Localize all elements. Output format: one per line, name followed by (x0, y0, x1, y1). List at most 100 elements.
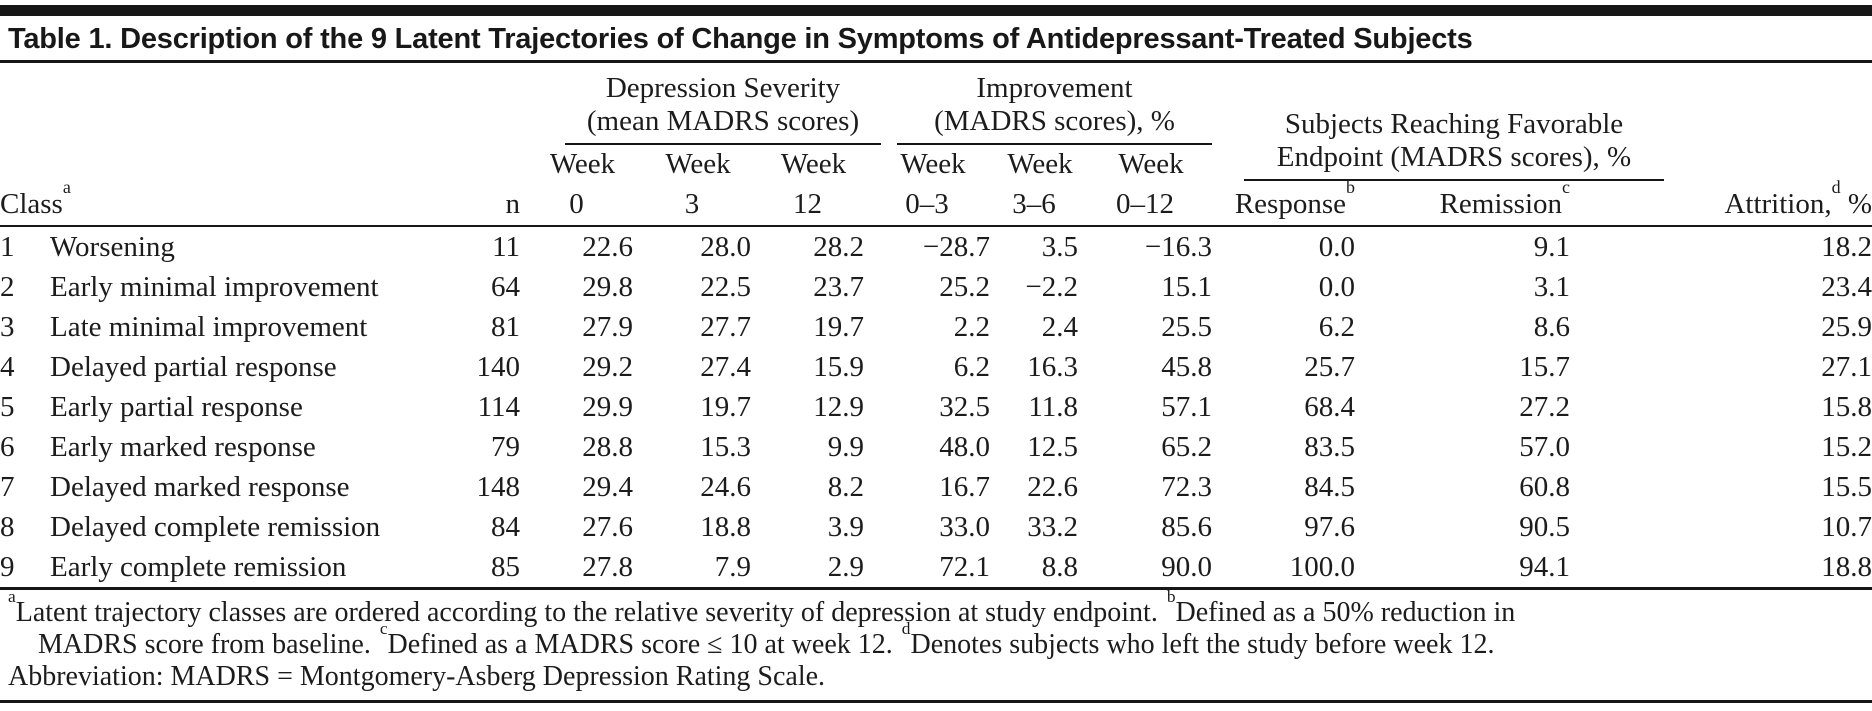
cell-value: 84 (491, 511, 520, 543)
row-class-number: 7 (0, 471, 15, 503)
footnote-marker-c: c (379, 618, 388, 638)
cell-value: 2.4 (1041, 311, 1078, 343)
cell-value: 25.2 (939, 271, 990, 303)
cell-value: 114 (477, 391, 520, 423)
bottom-rule (0, 700, 1872, 703)
cell-value: 68.4 (1304, 391, 1355, 423)
cell-value: 79 (491, 431, 520, 463)
cell-value: 28.0 (700, 231, 751, 263)
table-row: 8 Delayed complete remission 84 27.6 18.8 3.9… (0, 507, 1872, 547)
class-header-footnote-marker: a (62, 177, 71, 197)
cell-value: 6.2 (953, 351, 990, 383)
cell-value: 28.8 (582, 431, 633, 463)
cell-value: 22.6 (582, 231, 633, 263)
footnote-text-a: Latent trajectory classes are ordered ac… (15, 597, 1158, 628)
cell-value: 2.9 (751, 547, 864, 590)
footnote-abbreviation: Abbreviation: MADRS = Montgomery-Asberg … (8, 661, 826, 692)
cell-value: −2.2 (1025, 271, 1078, 303)
col-subheader-week-0: 0 (520, 181, 633, 227)
cell-value: 84.5 (1304, 471, 1355, 503)
col-subheader-week-0-12: 0–12 (1078, 181, 1212, 227)
cell-value: 27.6 (582, 511, 633, 543)
colgroup-improvement-line1: Improvement (976, 72, 1133, 104)
footnote-marker-d: d (901, 618, 911, 638)
colgroup-favorable-endpoint: Subjects Reaching Favorable Endpoint (MA… (1212, 63, 1665, 181)
cell-value: 16.7 (939, 471, 990, 503)
cell-value: 15.1 (1161, 271, 1212, 303)
cell-value: 27.2 (1519, 391, 1571, 423)
title-rule (0, 60, 1872, 63)
footnote-line-3: Abbreviation: MADRS = Montgomery-Asberg … (8, 661, 1864, 693)
col-header-week-3-6: Week (1007, 148, 1073, 180)
cell-value: 7.9 (633, 547, 751, 590)
cell-value: 23.4 (1821, 271, 1872, 303)
cell-value: 22.6 (1027, 471, 1078, 503)
table-row: 2 Early minimal improvement 64 29.8 22.5 23.7… (0, 267, 1872, 307)
header-spacer (0, 63, 520, 145)
cell-value: 18.8 (700, 511, 751, 543)
col-header-class: Classa (0, 178, 398, 227)
remission-header-footnote-marker: c (1562, 177, 1571, 197)
table-footnotes: aLatent trajectory classes are ordered a… (8, 587, 1864, 693)
cell-value: 24.6 (700, 471, 751, 503)
cell-value: 28.2 (813, 231, 864, 263)
cell-value: 72.1 (864, 547, 990, 590)
attrition-header-label: Attrition, (1724, 188, 1832, 220)
cell-value: 19.7 (700, 391, 751, 423)
row-class-number: 9 (0, 547, 50, 590)
cell-value: 15.5 (1821, 471, 1872, 503)
cell-value: 85 (398, 547, 520, 590)
cell-value: 72.3 (1161, 471, 1212, 503)
cell-value: −16.3 (1144, 231, 1212, 263)
colgroup-depression-severity-line1: Depression Severity (605, 72, 841, 104)
cell-value: 57.0 (1519, 431, 1571, 463)
cell-value: 11.8 (1028, 391, 1078, 423)
row-class-number: 1 (0, 231, 15, 263)
row-class-label: Early marked response (50, 431, 316, 463)
cell-value: 85.6 (1161, 511, 1212, 543)
table-row: 5 Early partial response 114 29.9 19.7 12.9 32… (0, 387, 1872, 427)
table-body: 1 Worsening 11 22.6 28.0 28.2 −28.7 3.5 −16.3 0.0… (0, 226, 1872, 590)
footnote-line-2: MADRS score from baseline. cDefined as a … (8, 619, 1864, 661)
cell-value: 22.5 (700, 271, 751, 303)
response-header-footnote-marker: b (1346, 177, 1355, 197)
footnote-text-b1: Defined as a 50% reduction in (1175, 597, 1516, 628)
cell-value: 18.8 (1570, 547, 1872, 590)
footnote-text-c: Defined as a MADRS score ≤ 10 at week 12… (387, 629, 893, 660)
cell-value: 25.5 (1161, 311, 1212, 343)
cell-value: 29.9 (582, 391, 633, 423)
cell-value: 27.1 (1821, 351, 1872, 383)
cell-value: −28.7 (922, 231, 990, 263)
cell-value: 10.7 (1821, 511, 1872, 543)
colgroup-depression-severity: Depression Severity (mean MADRS scores) (520, 63, 881, 145)
table-row: 3 Late minimal improvement 81 27.9 27.7 19.7 2… (0, 307, 1872, 347)
attrition-header-footnote-marker: d (1831, 177, 1841, 197)
cell-value: 25.9 (1821, 311, 1872, 343)
cell-value: 27.7 (700, 311, 751, 343)
header-week-row: Week Week Week Week Week Week (0, 145, 1872, 181)
row-class-number: 2 (0, 271, 15, 303)
cell-value: 15.9 (813, 351, 864, 383)
cell-value: 9.1 (1533, 231, 1571, 263)
cell-value: 19.7 (813, 311, 864, 343)
cell-value: 15.2 (1821, 431, 1872, 463)
colgroup-depression-severity-line2: (mean MADRS scores) (586, 105, 860, 137)
row-class-label: Worsening (50, 231, 175, 263)
cell-value: 3.5 (1041, 231, 1078, 263)
table-row: 7 Delayed marked response 148 29.4 24.6 8.2 16… (0, 467, 1872, 507)
row-class-label: Delayed partial response (50, 351, 337, 383)
cell-value: 23.7 (813, 271, 864, 303)
cell-value: 8.6 (1533, 311, 1571, 343)
attrition-header-unit: % (1840, 188, 1872, 220)
class-header-label: Class (0, 188, 63, 220)
colgroup-favorable-endpoint-line2: Endpoint (MADRS scores), % (1276, 141, 1632, 173)
row-class-number: 4 (0, 351, 15, 383)
cell-value: 94.1 (1355, 547, 1571, 590)
col-header-week-3: Week (665, 148, 731, 180)
col-header-response: Responseb (1212, 178, 1355, 227)
cell-value: 25.7 (1304, 351, 1355, 383)
cell-value: 2.2 (953, 311, 990, 343)
col-header-remission: Remissionc (1355, 178, 1571, 227)
table-header: Depression Severity (mean MADRS scores) … (0, 63, 1872, 227)
